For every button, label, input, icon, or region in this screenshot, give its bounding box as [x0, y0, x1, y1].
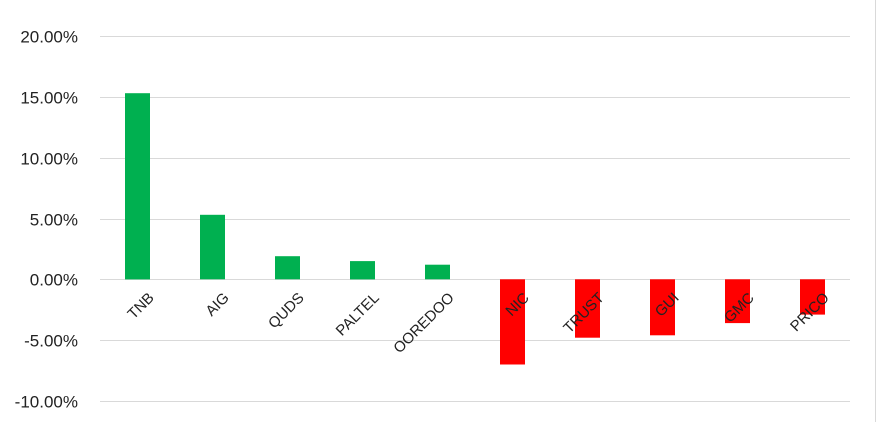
bar-nic — [500, 279, 525, 365]
bar-prico — [800, 279, 825, 315]
y-tick-label: 0.00% — [30, 271, 78, 290]
y-tick-label: -10.00% — [15, 393, 78, 412]
bar-gmc — [725, 279, 750, 324]
category-label-ooredoo: OOREDOO — [390, 289, 457, 356]
y-tick-label: -5.00% — [24, 332, 78, 351]
y-tick-label: 15.00% — [20, 89, 78, 108]
category-label-quds: QUDS — [265, 289, 308, 332]
bar-ooredoo — [425, 264, 450, 280]
bar-quds — [275, 256, 300, 280]
category-label-tnb: TNB — [124, 289, 157, 322]
category-label-paltel: PALTEL — [333, 289, 383, 339]
bar-paltel — [350, 261, 375, 280]
bar-gui — [650, 279, 675, 336]
y-tick-label: 20.00% — [20, 28, 78, 47]
bar-aig — [200, 214, 225, 280]
bars — [125, 93, 825, 365]
bar-trust — [575, 279, 600, 338]
y-tick-label: 10.00% — [20, 150, 78, 169]
category-label-aig: AIG — [202, 289, 232, 319]
bar-tnb — [125, 93, 150, 280]
y-axis-tick-labels: 20.00% 15.00% 10.00% 5.00% 0.00% -5.00% -10.00… — [15, 28, 78, 412]
y-tick-label: 5.00% — [30, 211, 78, 230]
